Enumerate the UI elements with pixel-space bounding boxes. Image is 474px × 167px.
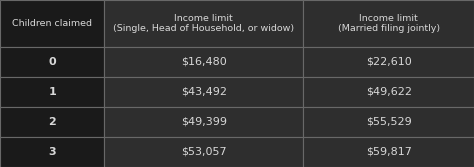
Text: Income limit
(Married filing jointly): Income limit (Married filing jointly) — [337, 14, 440, 33]
Bar — [104, 0, 303, 47]
Bar — [104, 47, 303, 77]
Text: 0: 0 — [48, 57, 56, 67]
Text: $55,529: $55,529 — [366, 117, 411, 127]
Text: $22,610: $22,610 — [366, 57, 411, 67]
Text: 2: 2 — [48, 117, 56, 127]
Text: $49,399: $49,399 — [181, 117, 227, 127]
Bar — [303, 47, 474, 77]
Bar — [104, 137, 303, 167]
Text: 3: 3 — [48, 147, 56, 157]
Bar — [303, 77, 474, 107]
Text: $16,480: $16,480 — [181, 57, 227, 67]
Bar — [0, 137, 104, 167]
Text: $43,492: $43,492 — [181, 87, 227, 97]
Bar — [0, 47, 104, 77]
Bar — [0, 77, 104, 107]
Text: Children claimed: Children claimed — [12, 19, 92, 28]
Bar — [104, 107, 303, 137]
Text: $59,817: $59,817 — [366, 147, 411, 157]
Bar — [0, 0, 104, 47]
Bar — [303, 107, 474, 137]
Bar — [303, 0, 474, 47]
Text: Income limit
(Single, Head of Household, or widow): Income limit (Single, Head of Household,… — [113, 14, 294, 33]
Bar — [104, 77, 303, 107]
Bar — [0, 107, 104, 137]
Text: 1: 1 — [48, 87, 56, 97]
Bar — [303, 137, 474, 167]
Text: $53,057: $53,057 — [181, 147, 227, 157]
Text: $49,622: $49,622 — [365, 87, 412, 97]
